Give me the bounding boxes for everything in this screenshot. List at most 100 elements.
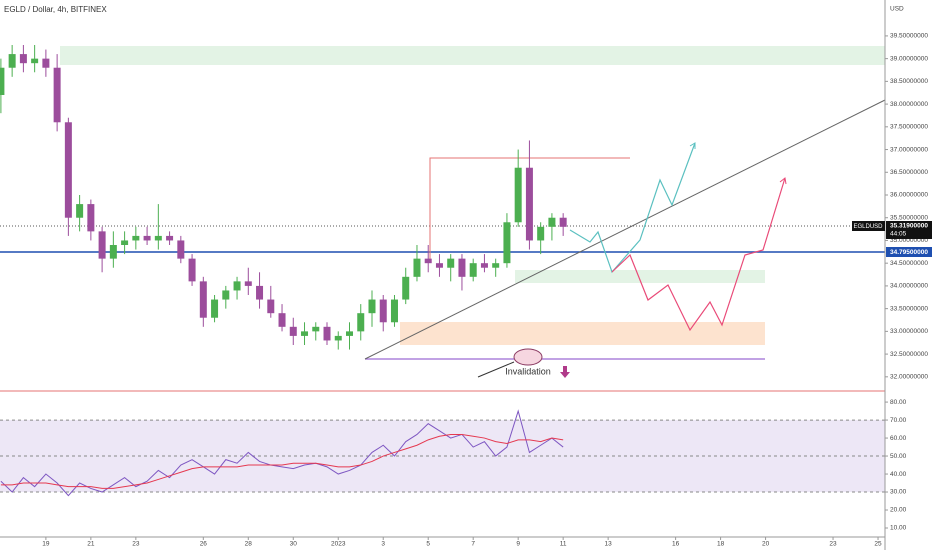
y-tick-label: 70.00 [890, 417, 907, 424]
candle-body [109, 245, 117, 259]
projection-path [611, 177, 786, 332]
price-labels: EGLDUSD 35.31900000 44:05 34.79500000 [852, 221, 932, 257]
pointer-arrow [477, 361, 515, 378]
candle-body [87, 204, 95, 232]
candle-body [8, 54, 16, 68]
rsi-band [0, 420, 885, 493]
candle-body [278, 313, 286, 327]
candle-body [132, 235, 140, 241]
candle-body [166, 235, 174, 241]
arrow-head [689, 142, 696, 149]
candle-body [402, 276, 410, 300]
chart-title: EGLD / Dollar, 4h, BITFINEX [4, 5, 107, 14]
candle-body [211, 299, 219, 318]
supply-zone [60, 46, 885, 65]
axes: USD 39.50000000 39.00000000 38.50000000 38.… [42, 6, 928, 548]
candle-body [0, 67, 5, 95]
y-tick-label: 39.50000000 [890, 33, 928, 40]
candle-body [435, 263, 443, 268]
x-tick-label: 7 [471, 541, 475, 548]
candle-body [244, 281, 252, 286]
arrow-head [779, 177, 787, 185]
symbol: EGLDUSD [853, 224, 883, 230]
x-tick-label: 21 [87, 541, 95, 548]
x-tick-label: 18 [717, 541, 725, 548]
candle-body [346, 331, 354, 336]
candle-body [480, 263, 488, 268]
candle-body [42, 58, 50, 68]
level-price: 34.79500000 [890, 249, 928, 256]
unit: USD [890, 6, 904, 13]
candle-body [199, 281, 207, 318]
candle-body [98, 231, 106, 259]
x-tick-label: 13 [605, 541, 613, 548]
candle-body [289, 326, 297, 336]
last-price: 35.31900000 [890, 223, 928, 230]
candle-body [53, 67, 61, 123]
demand-zone [515, 270, 765, 283]
x-tick-label: 23 [829, 541, 837, 548]
candle-body [323, 326, 331, 341]
invalidation-circle [513, 348, 543, 366]
candle-body [256, 285, 264, 300]
candle-body [188, 258, 196, 282]
y-tick-label: 37.00000000 [890, 146, 928, 153]
candle-body [537, 226, 545, 241]
candle-body [390, 299, 398, 323]
candle-body [559, 217, 567, 227]
trend-line [364, 99, 886, 360]
level-tag [886, 247, 932, 257]
candle-body [514, 167, 522, 223]
candle-body [368, 299, 376, 314]
candle-body [76, 204, 84, 218]
y-tick-label: 39.00000000 [890, 55, 928, 62]
candle-body [334, 335, 342, 341]
y-tick-label: 36.50000000 [890, 169, 928, 176]
candle-body [64, 122, 72, 218]
y-tick-label: 38.50000000 [890, 78, 928, 85]
y-tick-label: 40.00 [890, 471, 907, 478]
y-tick-label: 32.00000000 [890, 374, 928, 381]
projections: Invalidation [477, 142, 787, 378]
y-tick-label: 20.00 [890, 507, 907, 514]
x-tick-label: 2023 [331, 541, 346, 548]
range-box [429, 157, 630, 260]
x-tick-label: 9 [516, 541, 520, 548]
y-tick-label: 35.00000000 [890, 237, 928, 244]
rsi [0, 409, 885, 497]
y-tick-label: 34.50000000 [890, 260, 928, 267]
x-tick-label: 19 [42, 541, 50, 548]
candle-body [424, 258, 432, 264]
candle-body [301, 331, 309, 336]
candle-body [548, 217, 556, 227]
candle-body [469, 263, 477, 277]
candle-body [503, 222, 511, 264]
symbol-tag [852, 221, 885, 231]
x-tick-label: 30 [290, 541, 298, 548]
down-arrow [560, 366, 570, 378]
y-tick-label: 10.00 [890, 525, 907, 532]
x-tick-label: 25 [874, 541, 882, 548]
last-price-tag [886, 221, 932, 239]
y-tick-label: 33.50000000 [890, 305, 928, 312]
y-tick-label: 36.00000000 [890, 192, 928, 199]
x-tick-label: 5 [426, 541, 430, 548]
candle-body [19, 54, 27, 64]
candle-body [177, 240, 185, 259]
candle-body [31, 58, 39, 64]
y-tick-label: 33.00000000 [890, 328, 928, 335]
y-tick-label: 60.00 [890, 435, 907, 442]
y-tick-label: 35.50000000 [890, 214, 928, 221]
y-tick-label: 37.50000000 [890, 124, 928, 131]
overlays [0, 46, 886, 360]
x-tick-label: 28 [245, 541, 253, 548]
candle-body [413, 258, 421, 277]
projection-path [569, 142, 696, 274]
candle-body [525, 167, 533, 241]
y-tick-label: 38.00000000 [890, 101, 928, 108]
candle-body [492, 263, 500, 268]
candle-body [312, 326, 320, 332]
rsi-line [0, 409, 564, 497]
candle-body [379, 299, 387, 323]
candle-body [143, 235, 151, 241]
